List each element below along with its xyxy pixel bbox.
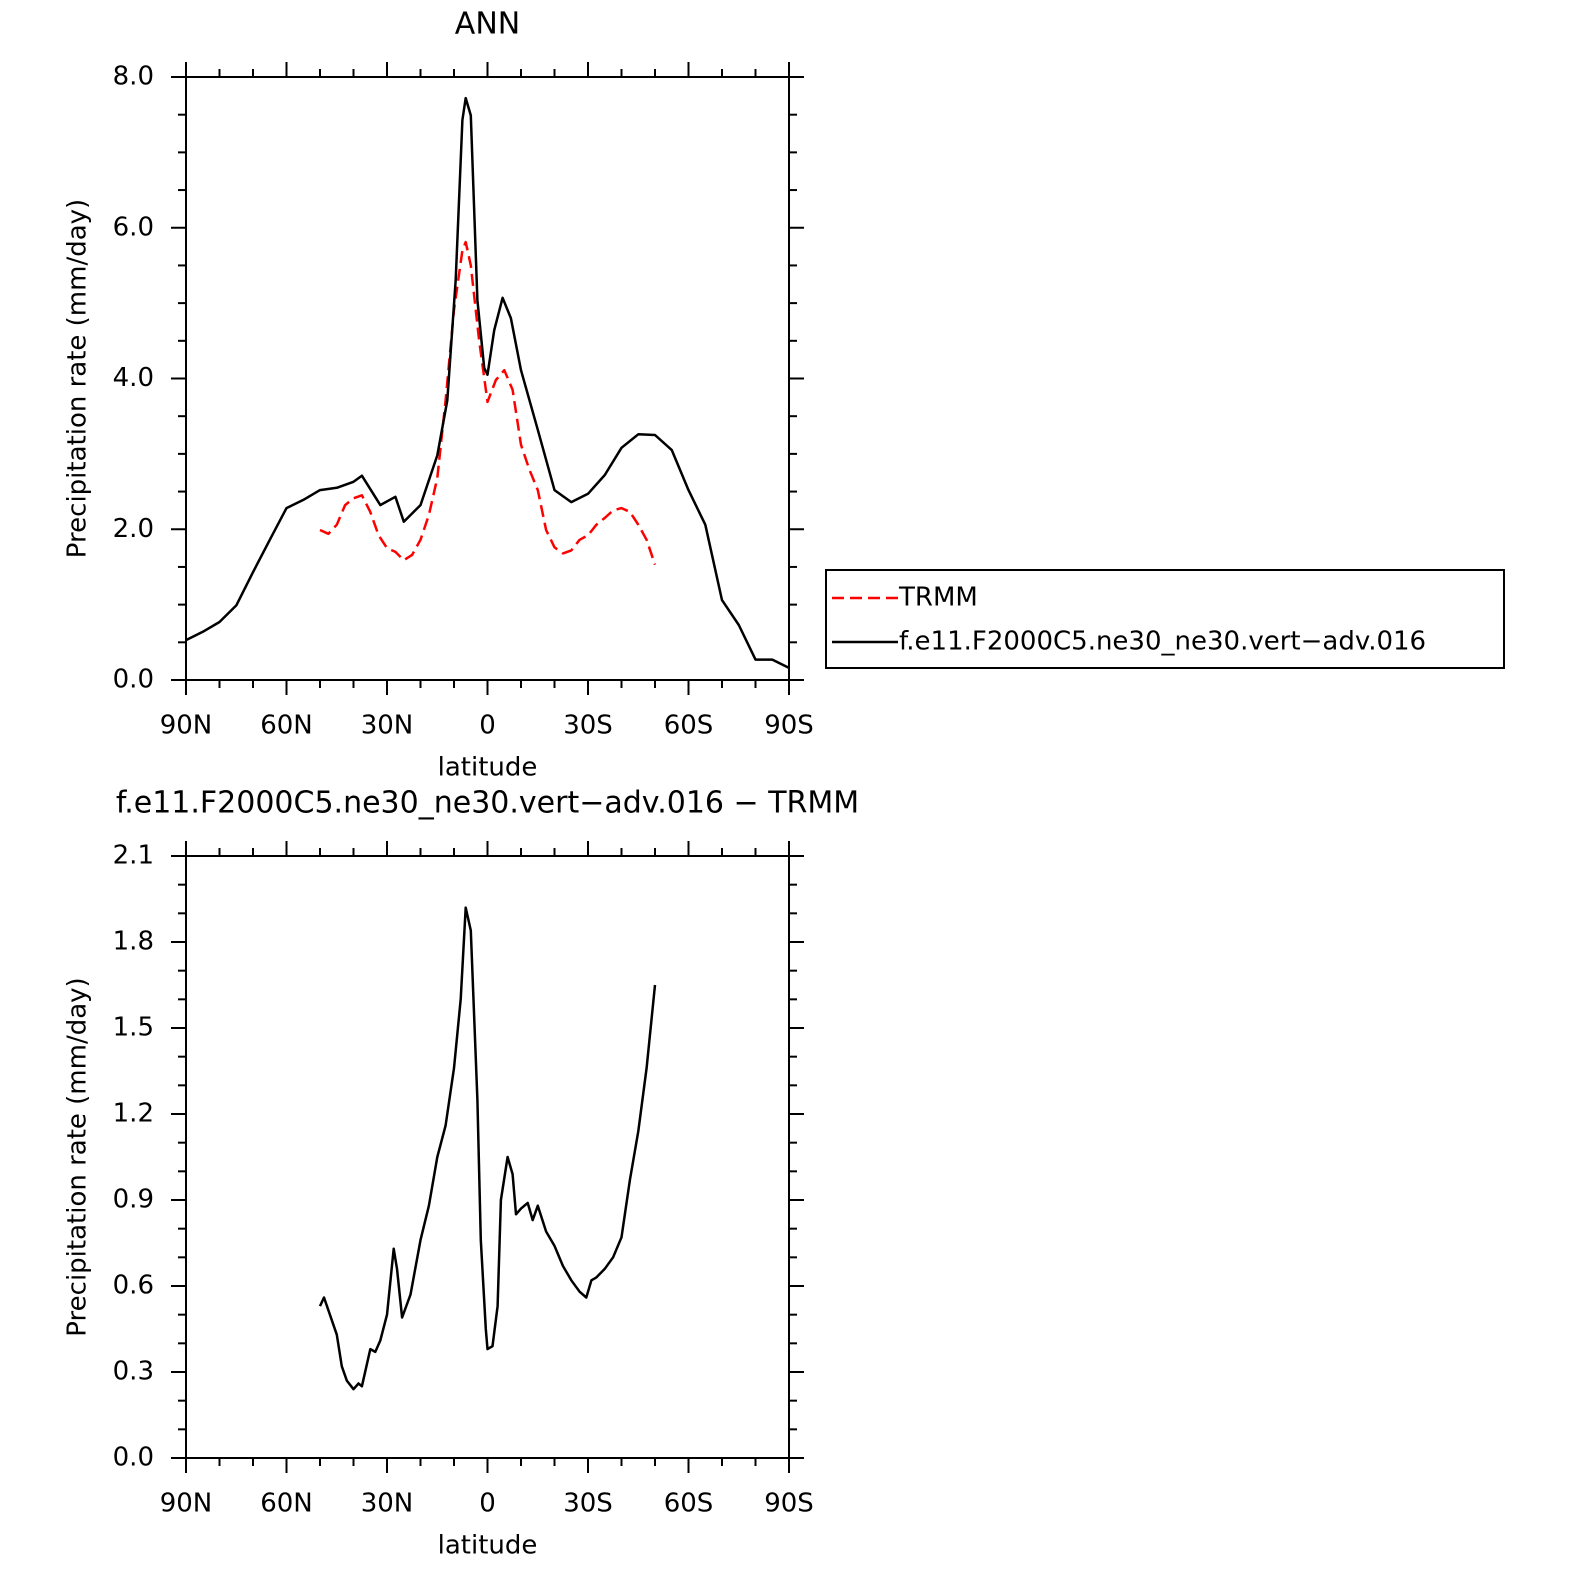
x-tick-label: 60S <box>664 711 714 741</box>
y-tick-label: 0.3 <box>113 1357 154 1387</box>
x-tick-label: 90N <box>160 1489 213 1519</box>
y-tick-label: 4.0 <box>113 363 154 393</box>
y-tick-label: 0.0 <box>113 665 154 695</box>
x-tick-label: 30S <box>563 1489 613 1519</box>
chart-title: f.e11.F2000C5.ne30_ne30.vert−adv.016 − T… <box>116 786 859 821</box>
y-tick-label: 1.2 <box>113 1099 154 1129</box>
y-tick-label: 0.6 <box>113 1271 154 1301</box>
data-line <box>318 906 657 1391</box>
data-line <box>319 240 657 566</box>
x-tick-label: 30N <box>361 1489 414 1519</box>
y-axis-label: Precipitation rate (mm/day) <box>63 199 93 558</box>
plot-frame <box>185 855 790 1459</box>
plot-frame <box>185 76 790 681</box>
x-tick-label: 90S <box>764 711 814 741</box>
x-tick-label: 0 <box>479 711 496 741</box>
legend: TRMM f.e11.F2000C5.ne30_ne30.vert−adv.016 <box>825 569 1505 669</box>
y-tick-label: 1.5 <box>113 1013 154 1043</box>
x-tick-label: 30N <box>361 711 414 741</box>
x-tick-label: 0 <box>479 1489 496 1519</box>
legend-label: f.e11.F2000C5.ne30_ne30.vert−adv.016 <box>899 627 1426 657</box>
x-tick-label: 30S <box>563 711 613 741</box>
y-tick-label: 0.9 <box>113 1185 154 1215</box>
x-tick-label: 90S <box>764 1489 814 1519</box>
y-axis-label: Precipitation rate (mm/day) <box>63 977 93 1336</box>
x-axis-label: latitude <box>438 753 538 783</box>
x-axis-label: latitude <box>438 1531 538 1561</box>
data-line <box>185 96 790 670</box>
y-tick-label: 2.1 <box>113 841 154 871</box>
y-tick-label: 6.0 <box>113 212 154 242</box>
x-tick-label: 60S <box>664 1489 714 1519</box>
x-tick-label: 60N <box>260 1489 313 1519</box>
legend-box <box>825 569 1505 669</box>
y-tick-label: 8.0 <box>113 62 154 92</box>
y-tick-label: 0.0 <box>113 1443 154 1473</box>
x-tick-label: 90N <box>160 711 213 741</box>
x-tick-label: 60N <box>260 711 313 741</box>
chart-title: ANN <box>455 7 520 42</box>
y-tick-label: 1.8 <box>113 927 154 957</box>
y-tick-label: 2.0 <box>113 514 154 544</box>
legend-label: TRMM <box>898 583 978 613</box>
